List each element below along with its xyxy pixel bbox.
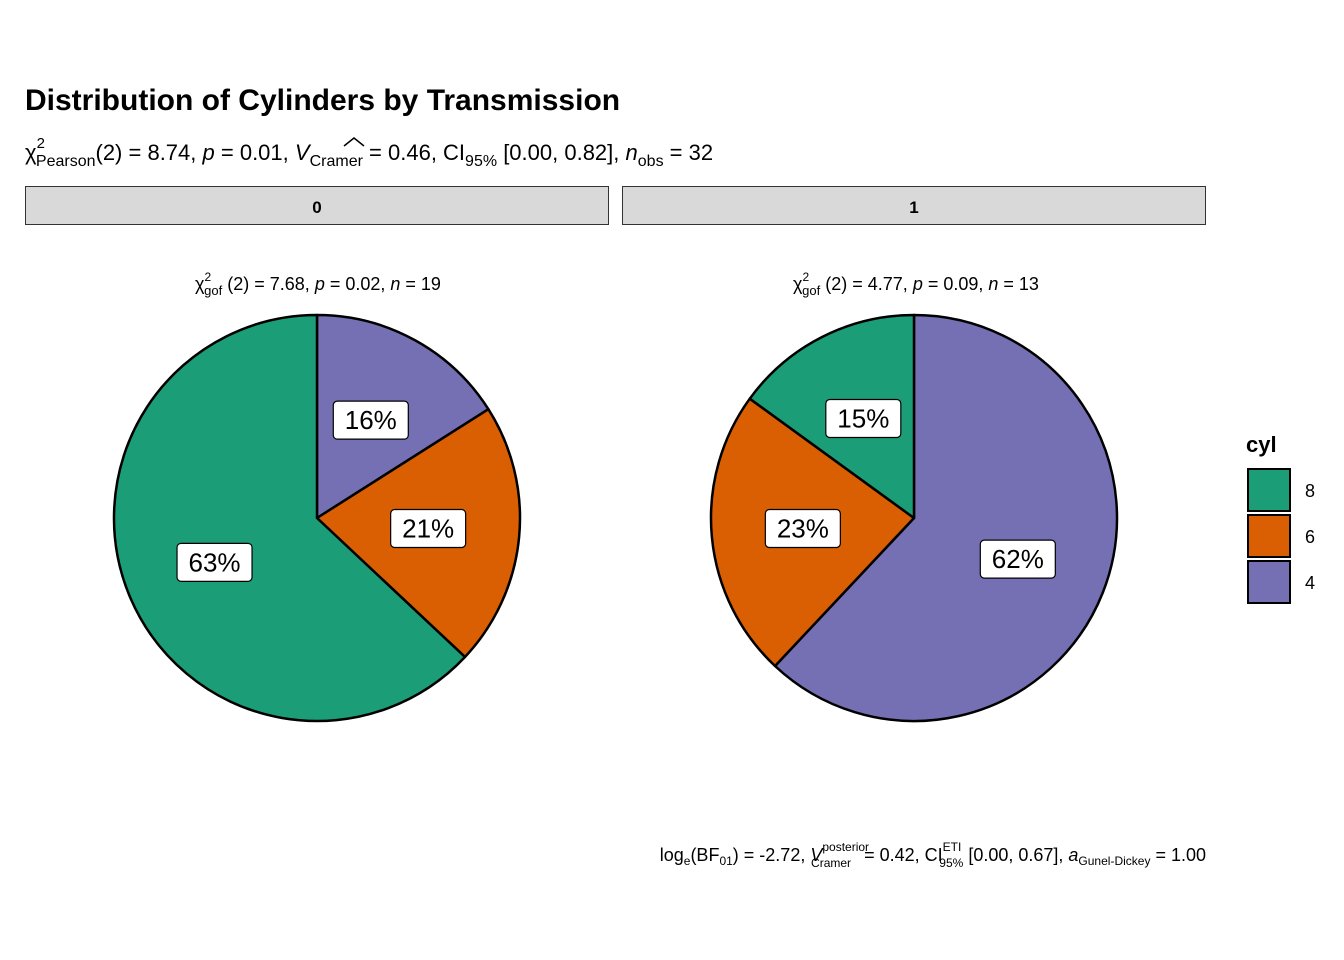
caption-log-sub: e [684, 854, 691, 868]
subtitle-n-value: = 32 [664, 140, 714, 165]
legend-title: cyl [1246, 432, 1277, 457]
chart-subtitle: χ2 Pearson(2) = 8.74, p = 0.01, VCramer =… [25, 135, 713, 170]
legend-label-cyl-4: 4 [1305, 573, 1315, 593]
pie-0-label-cyl-4: 16% [345, 405, 397, 435]
subtitle-p-value: = 0.01, [215, 140, 295, 165]
pie-1-label-box-cyl-6 [764, 508, 841, 549]
pie-1-label-cyl-4: 62% [992, 544, 1044, 574]
facet-strip-1 [622, 186, 1206, 225]
caption-bf-sub: 01 [719, 854, 733, 868]
facet-0-n-value: = 19 [400, 274, 441, 294]
caption-v-sup: posterior [822, 840, 869, 854]
facet-0-chi-sub: gof [204, 283, 222, 298]
subtitle-v-value: = 0.46, CI [363, 140, 465, 165]
caption-log: log [660, 845, 684, 865]
chart-title: Distribution of Cylinders by Transmissio… [25, 84, 620, 117]
chart-caption: loge(BF01) = -2.72, Vposterior Cramer = 0… [660, 840, 1206, 870]
pie-0-label-box-cyl-8 [176, 542, 253, 582]
caption-v-symbol: V [810, 845, 824, 865]
legend-key-cyl-6 [1247, 514, 1291, 558]
pie-facet-1: 62% 23% 15% [709, 313, 1119, 723]
pie-1-slice-cyl-4 [773, 313, 1119, 723]
pie-0-slice-cyl-8 [112, 313, 467, 723]
legend-key-cyl-8 [1247, 468, 1291, 512]
subtitle-v-sub: Cramer [310, 153, 364, 170]
facet-strip-0 [25, 186, 609, 225]
caption-bf-value: ) = -2.72, [733, 845, 811, 865]
facet-0-stat: χ2 gof (2) = 7.68, p = 0.02, n = 19 [195, 270, 441, 298]
facet-0-df: (2) = 7.68, [222, 274, 315, 294]
facet-strip-1-label: 1 [909, 198, 918, 217]
subtitle-ci-sub: 95% [465, 153, 497, 170]
subtitle-p-symbol: p [202, 140, 215, 165]
facet-1-p-value: = 0.09, [923, 274, 989, 294]
pie-1-label-cyl-6: 23% [777, 514, 829, 544]
pie-1-label-box-cyl-4 [979, 539, 1056, 579]
facet-1-p-symbol: p [912, 274, 923, 294]
subtitle-chi-sup: 2 [37, 135, 45, 152]
legend-key-cyl-4 [1247, 560, 1291, 604]
pie-1-label-cyl-8: 15% [837, 404, 889, 434]
facet-0-p-symbol: p [314, 274, 325, 294]
pie-0-label-cyl-8: 63% [189, 547, 241, 577]
legend-label-cyl-6: 6 [1305, 527, 1315, 547]
caption-a-symbol: a [1068, 845, 1078, 865]
pie-0-label-box-cyl-6 [390, 508, 467, 549]
subtitle-n-sub: obs [638, 153, 664, 170]
pie-0-label-cyl-6: 21% [402, 514, 454, 544]
subtitle-df: (2) = 8.74, [96, 140, 203, 165]
facet-1-stat: χ2 gof (2) = 4.77, p = 0.09, n = 13 [793, 270, 1039, 298]
subtitle-v-hat [343, 137, 365, 147]
subtitle-n-symbol: n [626, 140, 638, 165]
facet-strip-0-label: 0 [312, 198, 321, 217]
legend-label-cyl-8: 8 [1305, 481, 1315, 501]
legend: 8 6 4 [1247, 468, 1315, 604]
caption-ci-sup: ETI [943, 840, 962, 854]
subtitle-chi-symbol: χ [25, 140, 37, 165]
facet-0-chi-sup: 2 [204, 270, 211, 284]
facet-1-chi-sup: 2 [802, 270, 809, 284]
caption-bf: (BF [690, 845, 719, 865]
facet-1-df: (2) = 4.77, [820, 274, 913, 294]
facet-0-chi-symbol: χ [195, 274, 205, 294]
facet-1-n-symbol: n [988, 274, 998, 294]
caption-a-sub: Gunel-Dickey [1078, 854, 1150, 868]
caption-v-value: = 0.42, CI [859, 845, 943, 865]
facet-1-chi-sub: gof [802, 283, 820, 298]
subtitle-v-symbol: V [295, 140, 312, 165]
caption-v-sub: Cramer [811, 856, 851, 870]
subtitle-chi-sub: Pearson [36, 153, 96, 170]
subtitle-ci-value: [0.00, 0.82], [497, 140, 625, 165]
caption-ci-sub: 95% [939, 856, 963, 870]
facet-1-n-value: = 13 [998, 274, 1039, 294]
facet-1-chi-symbol: χ [793, 274, 803, 294]
caption-a-value: = 1.00 [1150, 845, 1206, 865]
pie-0-label-box-cyl-4 [332, 400, 409, 440]
pie-facet-0: 16% 21% 63% [112, 313, 522, 723]
facet-0-n-symbol: n [390, 274, 400, 294]
facet-0-p-value: = 0.02, [325, 274, 391, 294]
caption-ci-value: [0.00, 0.67], [963, 845, 1068, 865]
pie-1-label-box-cyl-8 [825, 398, 902, 439]
